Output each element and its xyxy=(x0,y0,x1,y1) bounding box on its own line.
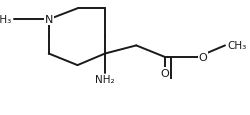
Text: O: O xyxy=(160,68,170,78)
Text: CH₃: CH₃ xyxy=(0,15,11,25)
Text: N: N xyxy=(44,15,53,25)
Text: CH₃: CH₃ xyxy=(228,41,247,51)
Text: O: O xyxy=(199,53,207,62)
Text: NH₂: NH₂ xyxy=(95,75,115,85)
